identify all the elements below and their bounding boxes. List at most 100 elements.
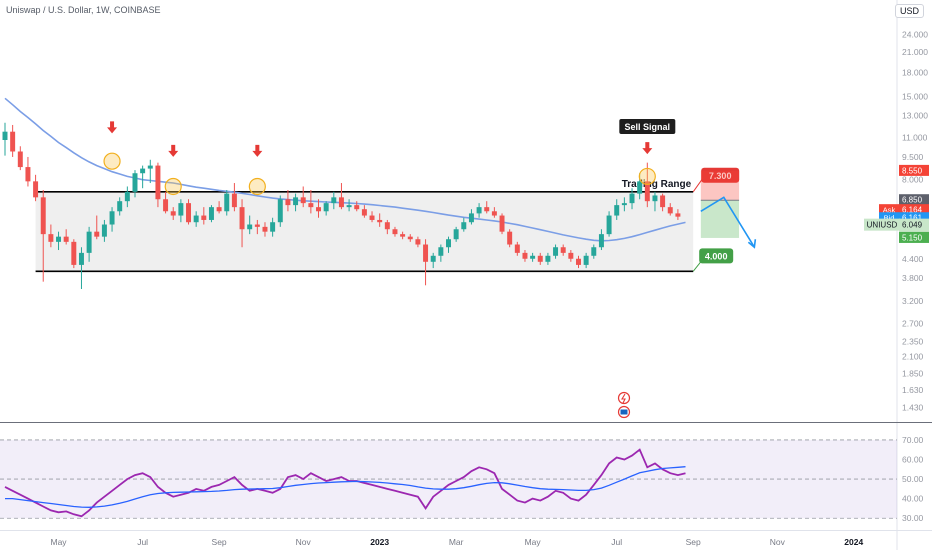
candle[interactable] xyxy=(354,201,360,212)
lightning-icon[interactable] xyxy=(617,391,631,405)
rsi-line[interactable] xyxy=(4,448,686,518)
candle[interactable] xyxy=(270,217,276,237)
candle[interactable] xyxy=(369,211,375,223)
candle[interactable] xyxy=(614,199,620,220)
candle[interactable] xyxy=(675,209,681,220)
candle[interactable] xyxy=(277,195,283,227)
highlight-circle[interactable] xyxy=(103,152,121,170)
candle[interactable] xyxy=(254,219,260,235)
candle[interactable] xyxy=(453,226,459,242)
candle[interactable] xyxy=(48,224,54,248)
rsi-pane[interactable]: 70.00 60.00 50.00 40.00 30.00 xyxy=(0,435,924,523)
candle[interactable] xyxy=(132,170,138,198)
candles-layer[interactable] xyxy=(2,122,681,290)
candle[interactable] xyxy=(652,191,658,212)
candle[interactable] xyxy=(484,201,490,214)
candle[interactable] xyxy=(178,199,184,223)
candle[interactable] xyxy=(660,193,666,212)
candle[interactable] xyxy=(140,165,146,189)
candle[interactable] xyxy=(208,205,214,223)
candle[interactable] xyxy=(384,219,390,235)
candle[interactable] xyxy=(392,226,398,237)
candle[interactable] xyxy=(621,197,627,212)
candle[interactable] xyxy=(170,207,176,220)
candle[interactable] xyxy=(468,209,474,225)
stop-price-tag[interactable] xyxy=(899,164,929,176)
highlight-circle[interactable] xyxy=(164,177,182,196)
annotations-layer[interactable]: Sell Signal xyxy=(103,119,757,419)
time-axis[interactable]: May Jul Sep Nov 2023 Mar May Jul Sep Nov 2024 xyxy=(50,537,863,547)
candle[interactable] xyxy=(109,207,115,232)
candle[interactable] xyxy=(308,189,314,214)
candle[interactable] xyxy=(201,207,207,225)
price-axis[interactable]: 24.000 21.000 18.000 15.000 13.000 11.000 9.50… xyxy=(864,29,929,412)
candle[interactable] xyxy=(247,215,253,235)
candle[interactable] xyxy=(476,203,482,218)
candle[interactable] xyxy=(239,199,245,248)
candle[interactable] xyxy=(591,244,597,259)
candle[interactable] xyxy=(117,197,123,216)
ask-price-tag[interactable] xyxy=(899,204,929,216)
candle[interactable] xyxy=(231,183,237,212)
candle[interactable] xyxy=(400,231,406,240)
candle[interactable] xyxy=(537,252,543,265)
candle[interactable] xyxy=(300,186,306,208)
candle[interactable] xyxy=(293,193,299,212)
candle[interactable] xyxy=(155,162,161,208)
ask-tag[interactable] xyxy=(879,204,899,216)
candle[interactable] xyxy=(568,250,574,262)
candle[interactable] xyxy=(553,244,559,259)
candle[interactable] xyxy=(63,229,69,245)
candle[interactable] xyxy=(491,207,497,218)
candle[interactable] xyxy=(224,189,230,216)
candle[interactable] xyxy=(560,244,566,256)
symbol-tag[interactable] xyxy=(864,218,900,231)
candle[interactable] xyxy=(514,241,520,256)
candle[interactable] xyxy=(423,239,429,286)
candle[interactable] xyxy=(78,247,84,290)
candle[interactable] xyxy=(331,191,337,210)
candle[interactable] xyxy=(338,183,344,210)
bid-price-tag[interactable] xyxy=(899,212,929,224)
candle[interactable] xyxy=(10,124,16,157)
candle[interactable] xyxy=(316,199,321,218)
bid-tag[interactable] xyxy=(879,212,899,224)
candle[interactable] xyxy=(71,239,77,269)
candle[interactable] xyxy=(606,211,612,237)
candle[interactable] xyxy=(499,213,505,235)
candle[interactable] xyxy=(346,199,352,212)
currency-button[interactable]: USD xyxy=(894,4,924,18)
resistance-tag[interactable] xyxy=(701,167,740,183)
target-price-tag[interactable] xyxy=(899,231,929,243)
candle[interactable] xyxy=(216,201,222,214)
candle[interactable] xyxy=(446,236,451,253)
candle[interactable] xyxy=(377,213,383,227)
candle[interactable] xyxy=(415,236,421,248)
candle[interactable] xyxy=(507,229,513,248)
candle[interactable] xyxy=(124,186,130,208)
candle[interactable] xyxy=(323,201,329,216)
candle[interactable] xyxy=(438,244,444,262)
candle[interactable] xyxy=(285,189,291,212)
candle[interactable] xyxy=(163,191,169,214)
candle[interactable] xyxy=(361,205,367,218)
candle[interactable] xyxy=(193,211,199,227)
projection-path[interactable] xyxy=(700,196,756,248)
candle[interactable] xyxy=(40,189,46,282)
candle[interactable] xyxy=(522,250,528,262)
candle[interactable] xyxy=(33,174,39,202)
position-target-zone[interactable] xyxy=(700,200,740,238)
candle[interactable] xyxy=(147,159,153,184)
candle[interactable] xyxy=(545,252,551,265)
candle[interactable] xyxy=(186,199,192,225)
candle[interactable] xyxy=(576,255,581,269)
candle[interactable] xyxy=(262,222,268,237)
candle[interactable] xyxy=(56,231,62,251)
candle[interactable] xyxy=(667,203,673,216)
rsi-ma-line[interactable] xyxy=(5,466,686,508)
candle[interactable] xyxy=(407,234,413,242)
candle[interactable] xyxy=(430,252,436,269)
candle[interactable] xyxy=(17,146,23,171)
candle[interactable] xyxy=(25,156,31,187)
trading-range-box[interactable] xyxy=(35,191,694,272)
